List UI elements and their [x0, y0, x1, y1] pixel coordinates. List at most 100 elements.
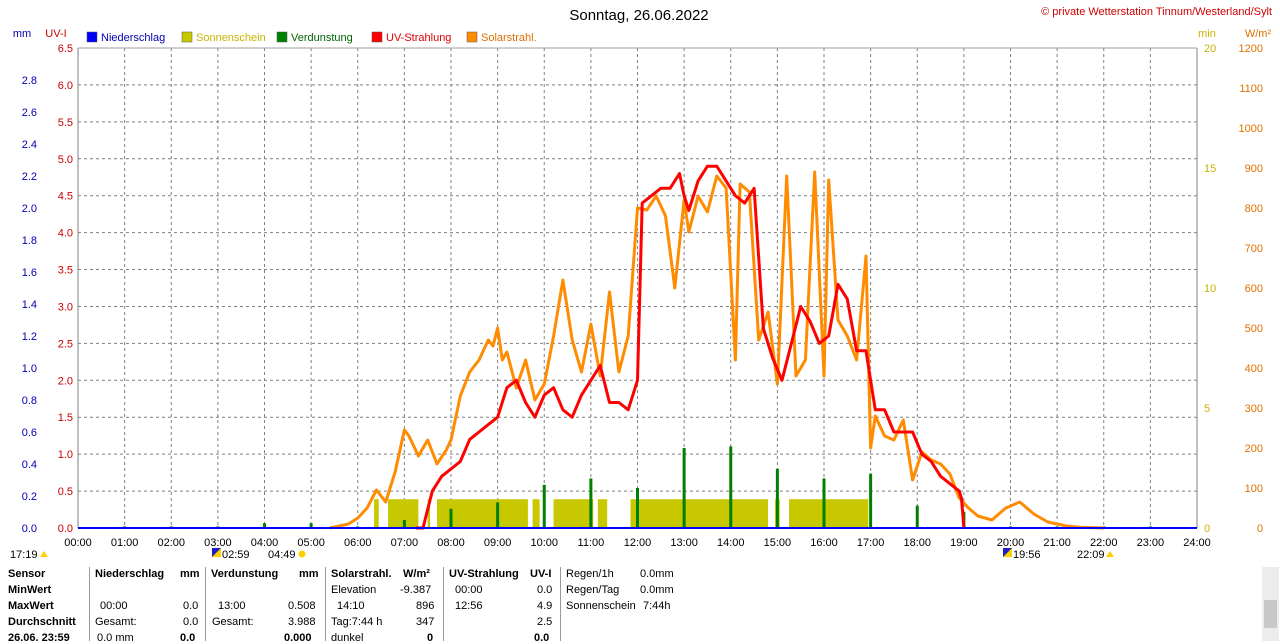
- chart-axes: [77, 47, 1198, 529]
- verdunstung-last-b: 0.000: [284, 632, 312, 644]
- sunshine-bar: [789, 499, 869, 528]
- chart-title: Sonntag, 26.06.2022: [569, 7, 708, 24]
- niederschlag-last-b: 0.0: [180, 632, 196, 644]
- x-tick-label: 00:00: [64, 537, 92, 549]
- sunset-icon-half: [1003, 548, 1012, 557]
- row-label-last: 26.06. 23:59: [8, 632, 70, 644]
- uv-max-val: 4.9: [537, 600, 553, 612]
- sunshine-bar: [630, 499, 769, 528]
- sunshine-bar: [374, 499, 379, 528]
- evaporation-spike: [496, 502, 500, 528]
- mm-tick-label: 2.0: [22, 203, 37, 215]
- wm2-tick-label: 1200: [1239, 43, 1263, 55]
- x-tick-label: 07:00: [391, 537, 419, 549]
- evaporation-spike: [636, 488, 639, 528]
- verdunstung-unit: mm: [299, 568, 319, 580]
- x-tick-label: 13:00: [670, 537, 698, 549]
- weather-chart: 00:00 01:00 02:00 03:00 04:00 05:00 06:00 07:00…: [10, 6, 1272, 561]
- legend-swatch: [371, 31, 383, 43]
- evaporation-spike: [869, 473, 873, 528]
- scrollbar-thumb[interactable]: [1264, 600, 1277, 628]
- wm2-tick-label: 0: [1257, 523, 1263, 535]
- sunshine-bar: [427, 499, 431, 528]
- rain-1h-label: Regen/1h: [566, 568, 614, 580]
- row-label-avg: Durchschnitt: [8, 616, 76, 628]
- marker-time: 19:56: [1013, 549, 1041, 561]
- x-tick-label: 03:00: [204, 537, 232, 549]
- rain-day-label: Regen/Tag: [566, 584, 620, 596]
- uv-avg-val: 2.5: [537, 616, 553, 628]
- moon-icon: [40, 551, 48, 557]
- mm-tick-label: 1.0: [22, 363, 37, 375]
- uvi-tick-label: 3.0: [58, 301, 73, 313]
- astro-marker-row: 17:19 02:59 04:49 19:56 22:09: [10, 548, 1114, 561]
- sunshine-bars: [374, 499, 869, 528]
- x-tick-label: 12:00: [624, 537, 652, 549]
- wm2-tick-label: 1000: [1239, 123, 1263, 135]
- mm-tick-label: 0.6: [22, 427, 37, 439]
- x-tick-label: 18:00: [903, 537, 931, 549]
- verdunstung-header: Verdunstung: [211, 568, 279, 580]
- min-tick-label: 20: [1204, 43, 1216, 55]
- uvi-tick-label: 4.5: [58, 191, 73, 203]
- niederschlag-max-val: 0.0: [183, 600, 199, 612]
- series-line-uvstrahlung: [416, 164, 966, 530]
- uv-last-b: 0.0: [534, 632, 550, 644]
- x-tick-label: 09:00: [484, 537, 512, 549]
- legend-swatch: [276, 31, 288, 43]
- solar-last-b: 0: [427, 632, 434, 644]
- evaporation-spike: [822, 478, 826, 528]
- verdunstung-total-label: Gesamt:: [212, 616, 254, 628]
- uvi-tick-label: 1.5: [58, 412, 73, 424]
- uv-min-time: 00:00: [455, 584, 483, 596]
- marker-time: 17:19: [10, 549, 38, 561]
- series-line-solarstrahl: [329, 170, 1104, 530]
- verdunstung-max-val: 0.508: [288, 600, 316, 612]
- solar-max-time: 14:10: [337, 600, 365, 612]
- uvi-axis-label: UV-I: [45, 28, 66, 40]
- min-axis-label: min: [1198, 28, 1216, 40]
- solar-day-label: Tag:7:44 h: [331, 616, 383, 628]
- solar-elevation-label: Elevation: [331, 584, 377, 596]
- x-tick-label: 05:00: [297, 537, 325, 549]
- sunshine-bar: [553, 499, 594, 528]
- mm-tick-label: 0.0: [22, 523, 37, 535]
- solar-last-a: dunkel: [331, 632, 364, 644]
- uvi-tick-label: 0.5: [58, 486, 73, 498]
- uvi-tick-label: 5.0: [58, 154, 73, 166]
- wm2-tick-label: 700: [1245, 243, 1263, 255]
- x-tick-label: 23:00: [1137, 537, 1165, 549]
- x-tick-label: 10:00: [530, 537, 558, 549]
- legend-label: Solarstrahl.: [481, 32, 537, 44]
- evaporation-spike: [263, 523, 266, 528]
- moon-icon: [1106, 551, 1114, 557]
- niederschlag-total-val: 0.0: [183, 616, 199, 628]
- wm2-axis-label: W/m²: [1245, 28, 1272, 40]
- evaporation-spike: [729, 446, 733, 528]
- marker-time: 02:59: [222, 549, 250, 561]
- x-tick-label: 16:00: [810, 537, 838, 549]
- verdunstung-total-val: 3.988: [288, 616, 316, 628]
- x-tick-label: 08:00: [437, 537, 465, 549]
- mm-tick-label: 0.4: [22, 459, 37, 471]
- evaporation-spike: [402, 520, 406, 528]
- mm-tick-label: 1.2: [22, 331, 37, 343]
- evaporation-spike: [915, 505, 919, 528]
- niederschlag-header: Niederschlag: [95, 568, 165, 580]
- solar-unit: W/m²: [403, 568, 430, 580]
- wm2-tick-label: 300: [1245, 403, 1263, 415]
- wm2-tick-label: 400: [1245, 363, 1263, 375]
- verdunstung-max-time: 13:00: [218, 600, 246, 612]
- mm-tick-label: 2.4: [22, 139, 37, 151]
- uvi-tick-label: 2.5: [58, 338, 73, 350]
- x-tick-label: 22:00: [1090, 537, 1118, 549]
- uvi-tick-label: 5.5: [58, 117, 73, 129]
- mm-tick-label: 1.4: [22, 299, 37, 311]
- x-tick-label: 01:00: [111, 537, 139, 549]
- uv-header: UV-Strahlung: [449, 568, 519, 580]
- uv-min-val: 0.0: [537, 584, 553, 596]
- solar-day-val: 347: [416, 616, 435, 628]
- rain-1h-val: 0.0mm: [640, 568, 674, 580]
- sunshine-bar: [597, 499, 608, 528]
- evaporation-spike: [309, 523, 313, 528]
